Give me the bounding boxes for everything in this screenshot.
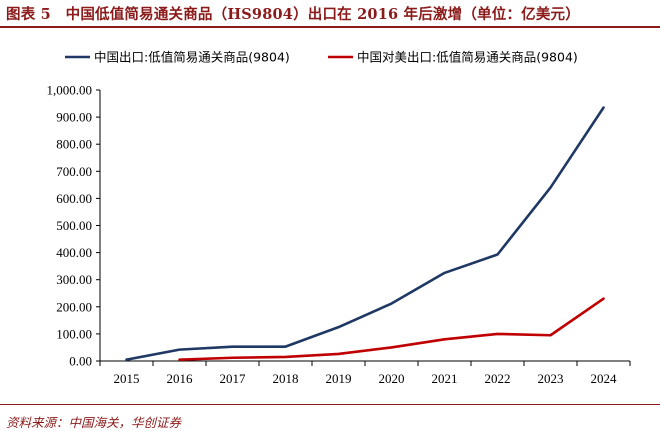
legend-item-1: 中国出口:低值简易通关商品(9804) bbox=[65, 50, 290, 65]
x-tick-label: 2021 bbox=[432, 371, 458, 386]
y-tick-label: 0.00 bbox=[69, 354, 92, 369]
figure-footer: 资料来源：中国海关，华创证券 bbox=[0, 404, 660, 431]
x-tick-label: 2015 bbox=[114, 371, 140, 386]
x-tick-label: 2017 bbox=[220, 371, 247, 386]
x-tick-label: 2019 bbox=[326, 371, 352, 386]
x-tick-label: 2016 bbox=[167, 371, 194, 386]
x-tick-label: 2024 bbox=[591, 371, 618, 386]
line-chart: 中国出口:低值简易通关商品(9804) 中国对美出口:低值简易通关商品(9804)… bbox=[47, 50, 631, 386]
series-line-1 bbox=[125, 106, 605, 361]
x-tick-label: 2020 bbox=[379, 371, 405, 386]
y-tick-label: 400.00 bbox=[56, 245, 92, 260]
y-tick-label: 700.00 bbox=[56, 164, 92, 179]
y-tick-label: 800.00 bbox=[56, 137, 92, 152]
x-axis: 2015 2016 2017 2018 2019 2020 2021 2022 2023 2024 bbox=[99, 360, 631, 386]
figure-source: 资料来源：中国海关，华创证券 bbox=[6, 415, 182, 430]
x-tick-label: 2022 bbox=[485, 371, 511, 386]
legend-label: 中国出口:低值简易通关商品(9804) bbox=[94, 50, 290, 65]
chart-legend: 中国出口:低值简易通关商品(9804) 中国对美出口:低值简易通关商品(9804) bbox=[65, 50, 578, 65]
y-axis: 0.00 100.00 200.00 300.00 400.00 500.00 600.00… bbox=[47, 83, 101, 369]
legend-label: 中国对美出口:低值简易通关商品(9804) bbox=[357, 50, 578, 65]
x-tick-label: 2023 bbox=[538, 371, 564, 386]
y-tick-label: 600.00 bbox=[56, 191, 92, 206]
figure-title: 图表 5 中国低值简易通关商品（HS9804）出口在 2016 年后激增（单位：… bbox=[6, 6, 580, 23]
y-tick-label: 300.00 bbox=[56, 272, 92, 287]
y-tick-label: 200.00 bbox=[56, 299, 92, 314]
figure-header: 图表 5 中国低值简易通关商品（HS9804）出口在 2016 年后激增（单位：… bbox=[0, 0, 660, 28]
y-tick-label: 900.00 bbox=[56, 110, 92, 125]
series-line-2 bbox=[178, 297, 605, 361]
y-tick-label: 100.00 bbox=[56, 326, 92, 341]
chart-container: 中国出口:低值简易通关商品(9804) 中国对美出口:低值简易通关商品(9804)… bbox=[0, 30, 660, 400]
y-tick-label: 1,000.00 bbox=[47, 83, 93, 98]
plot-area bbox=[125, 106, 605, 361]
x-tick-label: 2018 bbox=[273, 371, 299, 386]
legend-item-2: 中国对美出口:低值简易通关商品(9804) bbox=[328, 50, 578, 65]
y-tick-label: 500.00 bbox=[56, 218, 92, 233]
